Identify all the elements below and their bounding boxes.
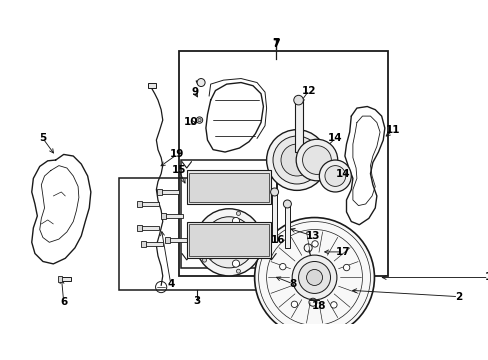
Circle shape bbox=[203, 217, 254, 268]
Circle shape bbox=[222, 236, 235, 249]
Bar bbox=[145, 242, 163, 246]
Bar bbox=[141, 241, 146, 247]
Circle shape bbox=[306, 270, 322, 285]
Circle shape bbox=[195, 209, 262, 276]
Circle shape bbox=[319, 160, 350, 192]
Text: 8: 8 bbox=[289, 279, 296, 289]
Bar bbox=[272, 192, 276, 242]
Text: 4: 4 bbox=[167, 279, 174, 289]
Text: 18: 18 bbox=[311, 301, 326, 311]
Text: 7: 7 bbox=[272, 39, 280, 49]
Text: 5: 5 bbox=[39, 134, 46, 143]
Circle shape bbox=[207, 252, 214, 259]
Text: 16: 16 bbox=[270, 235, 285, 245]
Circle shape bbox=[311, 241, 318, 247]
Bar bbox=[169, 238, 186, 242]
Circle shape bbox=[291, 301, 297, 307]
Bar bbox=[157, 189, 162, 195]
Bar bbox=[137, 201, 142, 207]
Bar bbox=[186, 170, 271, 204]
Circle shape bbox=[254, 217, 374, 337]
Bar bbox=[58, 276, 62, 282]
Bar bbox=[186, 221, 271, 258]
Text: 17: 17 bbox=[335, 247, 350, 257]
Circle shape bbox=[279, 264, 285, 270]
Circle shape bbox=[202, 258, 206, 262]
Bar bbox=[285, 204, 289, 248]
Bar bbox=[161, 213, 165, 219]
Circle shape bbox=[198, 118, 201, 122]
Circle shape bbox=[296, 139, 337, 181]
Circle shape bbox=[302, 146, 331, 174]
Text: 2: 2 bbox=[454, 292, 461, 302]
Circle shape bbox=[232, 217, 239, 225]
Circle shape bbox=[266, 130, 326, 190]
Text: 13: 13 bbox=[305, 231, 320, 241]
Bar bbox=[165, 213, 183, 219]
Circle shape bbox=[283, 200, 291, 208]
Bar bbox=[141, 202, 159, 206]
Text: 3: 3 bbox=[193, 296, 201, 306]
Circle shape bbox=[298, 261, 330, 293]
Circle shape bbox=[236, 211, 240, 215]
Bar bbox=[179, 51, 387, 276]
Circle shape bbox=[343, 264, 349, 271]
Circle shape bbox=[293, 95, 303, 105]
Text: 14: 14 bbox=[335, 168, 350, 179]
Text: 6: 6 bbox=[60, 297, 67, 307]
Text: 7: 7 bbox=[272, 37, 279, 48]
Bar bbox=[148, 83, 156, 88]
Circle shape bbox=[270, 188, 278, 196]
Circle shape bbox=[197, 78, 204, 86]
Text: 1: 1 bbox=[484, 273, 488, 283]
Bar bbox=[181, 160, 276, 268]
Bar bbox=[165, 237, 170, 243]
Circle shape bbox=[247, 239, 255, 246]
Circle shape bbox=[202, 222, 206, 226]
Circle shape bbox=[281, 144, 312, 176]
Circle shape bbox=[232, 260, 239, 267]
Circle shape bbox=[236, 269, 240, 273]
Circle shape bbox=[272, 136, 320, 184]
Bar bbox=[189, 173, 268, 202]
Circle shape bbox=[196, 117, 203, 123]
Bar bbox=[60, 277, 71, 281]
Circle shape bbox=[257, 240, 261, 244]
Text: 12: 12 bbox=[301, 86, 316, 95]
Text: 11: 11 bbox=[385, 126, 399, 135]
Bar bbox=[189, 224, 268, 256]
Circle shape bbox=[214, 228, 243, 257]
Text: 10: 10 bbox=[184, 117, 198, 127]
Text: 15: 15 bbox=[171, 165, 185, 175]
Bar bbox=[294, 100, 302, 152]
Circle shape bbox=[292, 255, 336, 300]
Text: 9: 9 bbox=[191, 87, 198, 97]
Bar bbox=[141, 225, 159, 230]
Bar bbox=[137, 225, 142, 231]
Circle shape bbox=[207, 226, 214, 233]
Circle shape bbox=[324, 166, 345, 186]
Text: 19: 19 bbox=[170, 149, 184, 159]
Bar bbox=[161, 190, 179, 194]
Text: 14: 14 bbox=[327, 134, 342, 143]
Bar bbox=[119, 179, 276, 290]
Circle shape bbox=[330, 302, 336, 308]
